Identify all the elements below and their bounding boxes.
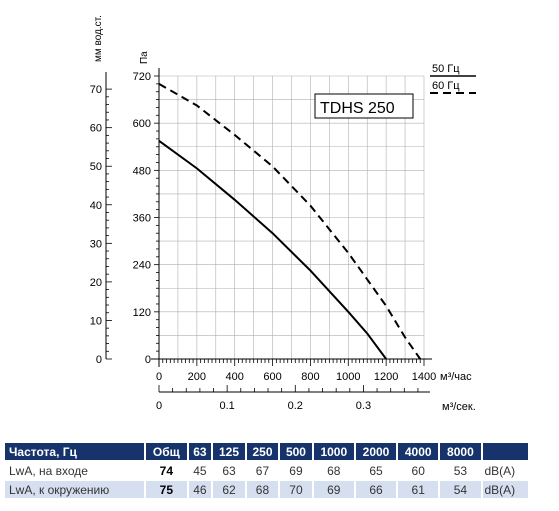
band-value: 70 — [280, 481, 312, 498]
table-header-cell: 8000 — [440, 443, 481, 460]
grid — [158, 75, 425, 360]
mmwc-tick-label: 30 — [90, 238, 102, 250]
table-header-cell: 2000 — [355, 443, 397, 460]
flow-tick-label: 800 — [301, 371, 319, 383]
fan-performance-chart: 0 120 240 360 480 600 720 0 10 20 30 40 50 60 70 0 200 40… — [90, 15, 476, 413]
table-header-cell: 250 — [246, 443, 279, 460]
model-label: TDHS 250 — [320, 100, 395, 117]
flow-tick-label: 1200 — [374, 371, 398, 383]
table-header-cell: 1000 — [313, 443, 354, 460]
curve-50hz — [158, 140, 387, 360]
band-value: 53 — [440, 462, 481, 479]
band-value: 68 — [246, 481, 279, 498]
flow-sec-tick-label: 0.2 — [288, 400, 303, 412]
tick-labels: 0 120 240 360 480 600 720 0 10 20 30 40 50 60 70 0 200 40… — [90, 71, 436, 412]
mmwc-tick-label: 60 — [90, 123, 102, 135]
band-value: 66 — [355, 481, 397, 498]
pressure-tick-label: 240 — [133, 260, 151, 272]
unit-label: dB(A) — [482, 462, 528, 479]
pressure-tick-label: 0 — [145, 354, 151, 366]
flow-tick-label: 200 — [188, 371, 206, 383]
pressure-axis-title: Па — [139, 51, 150, 64]
band-value: 67 — [246, 462, 279, 479]
flow-sec-tick-label: 0.3 — [356, 400, 371, 412]
pressure-tick-label: 600 — [133, 118, 151, 130]
flow-tick-label: 400 — [226, 371, 244, 383]
mmwc-tick-label: 20 — [90, 277, 102, 289]
total-value: 75 — [146, 481, 187, 498]
band-value: 68 — [313, 462, 354, 479]
pressure-tick-label: 720 — [133, 71, 151, 83]
table-header-cell: 500 — [280, 443, 312, 460]
table-row: LwA, к окружению 75 46 62 68 70 69 66 61 54 dB(A) — [5, 481, 528, 498]
flow-tick-label: 0 — [156, 371, 162, 383]
table-header-cell: 63 — [188, 443, 212, 460]
flow-tick-label: 600 — [263, 371, 281, 383]
mmwc-tick-label: 70 — [90, 84, 102, 96]
band-value: 69 — [280, 462, 312, 479]
row-label: LwA, к окружению — [5, 481, 145, 498]
legend-50hz-label: 50 Гц — [432, 63, 460, 75]
table-row: LwA, на входе 74 45 63 67 69 68 65 60 53 dB(A) — [5, 462, 528, 479]
band-value: 61 — [398, 481, 439, 498]
model-label-box — [314, 93, 414, 119]
table-header-blank — [482, 443, 528, 460]
flow-tick-label: 1000 — [336, 371, 360, 383]
total-value: 74 — [146, 462, 187, 479]
unit-label: dB(A) — [482, 481, 528, 498]
axes — [105, 68, 432, 393]
mmwc-axis-title: мм вод.ст. — [93, 15, 104, 62]
band-value: 62 — [213, 481, 245, 498]
flow-tick-label: 1400 — [412, 371, 436, 383]
mmwc-tick-label: 50 — [90, 161, 102, 173]
flow-axis-unit: м³/час — [440, 371, 472, 383]
pressure-tick-label: 120 — [133, 307, 151, 319]
band-value: 69 — [313, 481, 354, 498]
table-header-cell: Общ — [146, 443, 187, 460]
mmwc-tick-label: 0 — [96, 354, 102, 366]
band-value: 54 — [440, 481, 481, 498]
flow-sec-tick-label: 0.1 — [219, 400, 234, 412]
table-header-cell: 4000 — [398, 443, 439, 460]
table-header-row: Частота, Гц Общ 63 125 250 500 1000 2000 4000 800… — [5, 443, 528, 460]
curves — [158, 82, 422, 360]
flow-sec-axis-unit: м³/сек. — [442, 401, 476, 413]
noise-level-table: Частота, Гц Общ 63 125 250 500 1000 2000 4000 800… — [3, 441, 530, 500]
band-value: 46 — [188, 481, 212, 498]
flow-sec-tick-label: 0 — [156, 400, 162, 412]
pressure-tick-label: 360 — [133, 213, 151, 225]
band-value: 65 — [355, 462, 397, 479]
mmwc-tick-label: 40 — [90, 200, 102, 212]
band-value: 60 — [398, 462, 439, 479]
band-value: 45 — [188, 462, 212, 479]
band-value: 63 — [213, 462, 245, 479]
row-label: LwA, на входе — [5, 462, 145, 479]
table-header-frequency: Частота, Гц — [5, 443, 145, 460]
curve-60hz — [158, 82, 422, 360]
legend-60hz-label: 60 Гц — [432, 80, 460, 92]
table-header-cell: 125 — [213, 443, 245, 460]
mmwc-tick-label: 10 — [90, 315, 102, 327]
pressure-tick-label: 480 — [133, 165, 151, 177]
